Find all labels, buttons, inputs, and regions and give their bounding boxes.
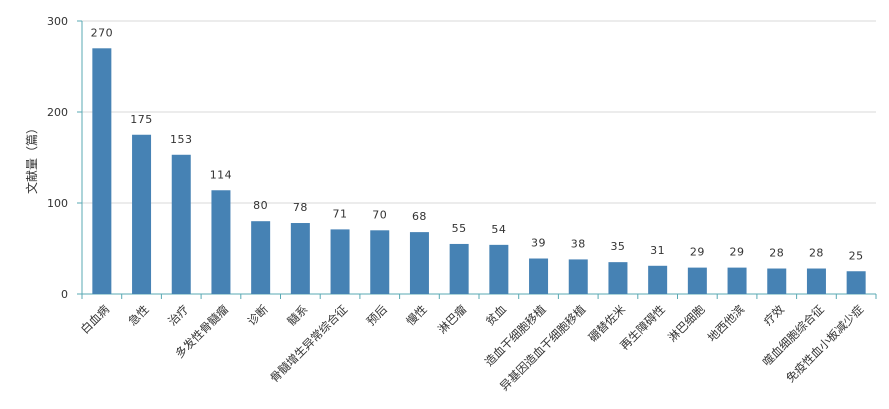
y-axis-ticks: 0 100 200 300	[47, 15, 82, 301]
data-label: 39	[531, 237, 546, 250]
gridlines	[82, 20, 876, 204]
bar	[687, 267, 707, 294]
y-tick-label: 0	[61, 288, 68, 301]
category-label: 慢性	[403, 302, 429, 328]
category-label: 治疗	[165, 302, 191, 328]
category-label: 骨髓增生异常综合征	[267, 302, 350, 385]
data-label: 35	[610, 240, 625, 253]
data-label: 78	[293, 201, 308, 214]
data-label: 54	[491, 223, 506, 236]
bar	[290, 223, 310, 294]
bar	[449, 243, 469, 294]
category-label: 髓系	[284, 302, 310, 328]
bar	[846, 271, 866, 294]
data-label: 114	[210, 168, 233, 181]
category-label: 贫血	[483, 302, 510, 329]
bar	[211, 190, 231, 294]
bar	[648, 265, 668, 294]
bar	[767, 268, 787, 294]
category-label: 白血病	[78, 302, 113, 337]
data-label: 80	[253, 199, 268, 212]
data-label: 29	[730, 246, 745, 259]
data-label: 68	[412, 210, 427, 223]
bar	[330, 229, 350, 294]
bar	[806, 268, 826, 294]
y-tick-label: 300	[47, 15, 68, 28]
category-label: 疗效	[761, 302, 788, 329]
bar	[132, 134, 152, 294]
category-label: 淋巴瘤	[435, 302, 470, 337]
bar	[568, 259, 588, 294]
bar	[171, 154, 191, 294]
bar	[251, 221, 271, 294]
data-label: 175	[130, 113, 153, 126]
y-tick-label: 100	[47, 197, 68, 210]
bar	[727, 267, 747, 294]
bar	[489, 244, 509, 294]
data-label: 38	[571, 237, 586, 250]
data-label: 55	[452, 222, 467, 235]
bar	[608, 262, 628, 294]
data-label: 270	[91, 26, 114, 39]
y-axis-title: 文献量（篇）	[24, 122, 39, 194]
data-label: 28	[809, 247, 824, 260]
data-label: 25	[849, 249, 864, 262]
bar	[370, 230, 390, 294]
category-label: 预后	[364, 302, 390, 328]
category-label: 急性	[126, 302, 152, 328]
bar	[529, 258, 549, 294]
category-label: 诊断	[245, 302, 272, 329]
category-label: 免疫性血小板减少症	[783, 302, 866, 385]
bar	[92, 48, 112, 294]
category-label: 地西他滨	[705, 302, 748, 345]
data-label: 153	[170, 133, 193, 146]
data-label: 70	[372, 208, 387, 221]
x-axis-ticks	[81, 294, 877, 299]
data-label: 28	[769, 247, 784, 260]
data-label: 29	[690, 246, 705, 259]
category-label: 淋巴细胞	[665, 302, 708, 345]
data-label: 31	[650, 244, 665, 257]
data-label: 71	[333, 207, 348, 220]
bar	[409, 232, 429, 294]
y-tick-label: 200	[47, 106, 68, 119]
data-labels: 270 175 153 114 80 78 71 70 68 55 54 39 38 35 31 29 29 28…	[91, 26, 864, 262]
bars	[92, 48, 866, 294]
